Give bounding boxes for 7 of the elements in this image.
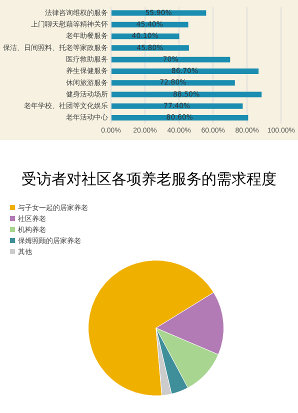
- bar: [112, 56, 230, 62]
- chart-title: 受访者对社区各项养老服务的需求程度: [20, 170, 278, 189]
- bar: [112, 115, 248, 121]
- bar: [112, 103, 243, 109]
- bar: [112, 68, 259, 74]
- bar: [112, 80, 235, 86]
- bar: [112, 92, 262, 98]
